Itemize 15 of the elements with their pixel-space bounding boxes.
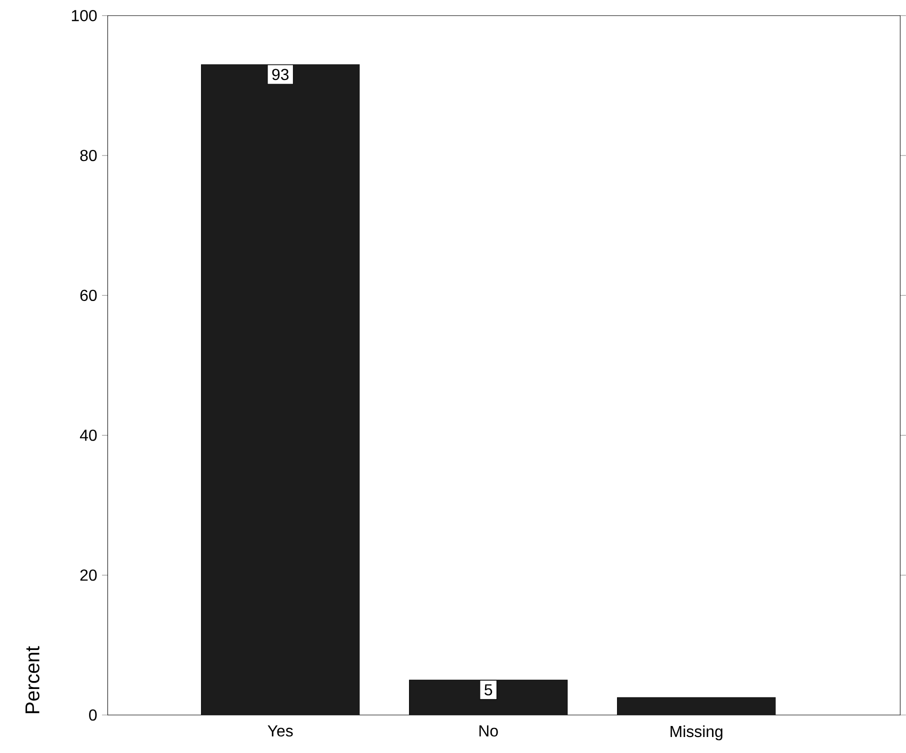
y-tick-label: 100 <box>72 10 97 22</box>
x-tick-label: Yes <box>268 725 293 737</box>
bar <box>409 680 568 716</box>
data-label: 93 <box>272 68 289 80</box>
x-tick-label: Missing <box>670 725 722 740</box>
y-axis-title: Percent <box>26 646 40 714</box>
x-tick-label: No <box>479 725 498 737</box>
data-label: 5 <box>484 684 492 696</box>
y-tick-label: 60 <box>80 290 97 302</box>
y-tick-label: 20 <box>80 570 97 581</box>
bar <box>617 697 776 716</box>
y-tick-label: 80 <box>80 150 97 162</box>
bar <box>201 64 360 716</box>
y-tick-label: 0 <box>89 709 97 721</box>
y-tick-label: 40 <box>80 430 97 441</box>
